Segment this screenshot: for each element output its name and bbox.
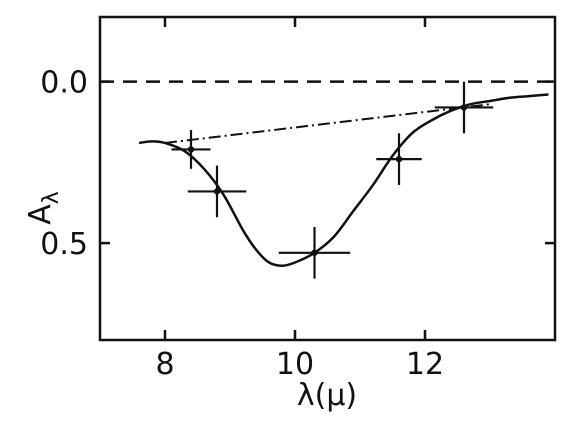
point-marker bbox=[213, 188, 221, 195]
y-axis-label: Aλ bbox=[23, 191, 64, 225]
plot-frame bbox=[98, 15, 557, 342]
point-marker bbox=[311, 249, 318, 256]
ticks bbox=[100, 17, 555, 340]
continuum-line bbox=[164, 103, 491, 144]
point-marker bbox=[395, 155, 403, 163]
point-marker bbox=[460, 104, 468, 111]
x-tick-label: 10 bbox=[276, 347, 314, 382]
x-tick-label: 8 bbox=[155, 347, 174, 382]
y-tick-label: 0.5 bbox=[40, 227, 88, 262]
data-point bbox=[376, 133, 422, 185]
data-point bbox=[434, 81, 494, 134]
svg-text:Aλ: Aλ bbox=[23, 191, 64, 225]
x-tick-label: 12 bbox=[406, 347, 444, 382]
data-points bbox=[171, 81, 494, 279]
point-marker bbox=[187, 146, 195, 153]
tick-labels: 8 10 12 0.0 0.5 bbox=[40, 66, 444, 382]
data-point bbox=[171, 130, 211, 169]
data-point bbox=[278, 226, 351, 279]
data-point bbox=[187, 165, 247, 218]
y-tick-label: 0.0 bbox=[40, 66, 88, 101]
fit-curve bbox=[138, 93, 549, 267]
x-axis-label: λ(μ) bbox=[297, 378, 357, 413]
y-axis-label-main: A bbox=[23, 204, 58, 225]
y-axis-label-sub: λ bbox=[39, 191, 64, 204]
